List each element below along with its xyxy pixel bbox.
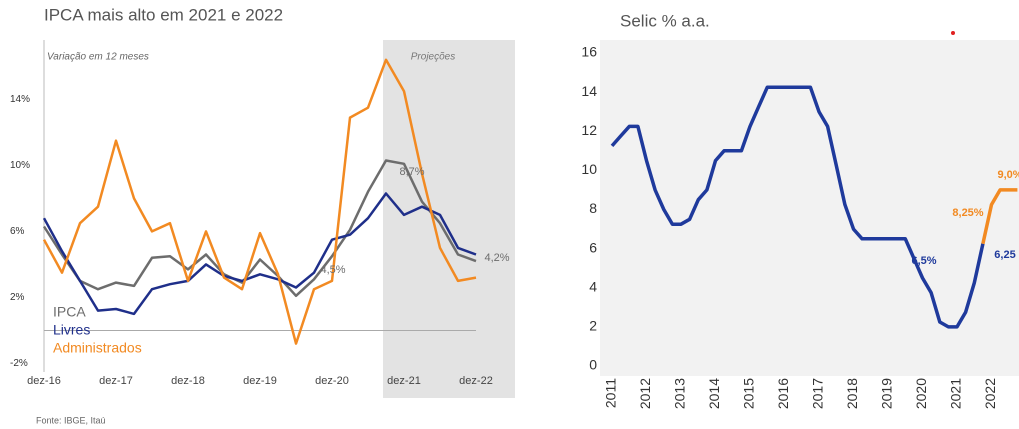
y-tick-label: 16 [581, 44, 597, 60]
y-tick-label: 8 [589, 200, 597, 216]
legend-label: IPCA [53, 304, 86, 320]
y-tick-label: 4 [589, 278, 597, 294]
source: Fonte: IBGE, Itaú [36, 415, 106, 425]
y-tick-label: 2% [10, 292, 25, 303]
series-line [981, 188, 1018, 245]
x-tick-label: 2016 [775, 378, 791, 409]
dot [951, 31, 955, 35]
annotation: 8,7% [399, 166, 424, 178]
x-tick-label: dez-19 [243, 375, 277, 387]
x-tick-label: 2018 [844, 378, 860, 409]
x-tick-label: dez-18 [171, 375, 205, 387]
annotation: 4,5% [320, 264, 345, 276]
projection-label: Projeções [411, 52, 455, 63]
annotation: 9,0% [997, 169, 1019, 181]
chart-title: IPCA mais alto em 2021 e 2022 [44, 5, 283, 24]
annotation: 8,25% [952, 207, 983, 219]
annotation: 6,25 [994, 249, 1015, 261]
x-tick-label: dez-21 [387, 375, 421, 387]
x-tick-label: dez-20 [315, 375, 349, 387]
y-tick-label: 0 [589, 357, 597, 373]
y-tick-label: 10 [581, 161, 597, 177]
y-tick-label: 6 [589, 239, 597, 255]
projection-shade [383, 40, 515, 398]
series-line [42, 58, 477, 345]
legend-label: Livres [53, 322, 90, 338]
x-tick-label: 2014 [706, 378, 722, 409]
annotation: 6,5% [911, 255, 936, 267]
series-line [610, 85, 985, 329]
x-tick-label: dez-17 [99, 375, 133, 387]
x-tick-label: 2020 [913, 378, 929, 409]
x-tick-label: 2011 [603, 378, 619, 408]
y-tick-label: 12 [581, 122, 597, 138]
y-tick-label: 6% [10, 226, 25, 237]
y-tick-label: 14% [10, 94, 30, 105]
y-tick-label: 2 [589, 318, 597, 334]
x-tick-label: 2017 [810, 378, 826, 409]
y-tick-label: 14 [581, 83, 597, 99]
subtitle: Variação em 12 meses [47, 52, 149, 63]
legend-label: Administrados [53, 340, 142, 356]
x-tick-label: 2015 [741, 378, 757, 409]
x-tick-label: dez-16 [27, 375, 61, 387]
x-tick-label: 2013 [672, 378, 688, 409]
x-tick-label: dez-22 [459, 375, 493, 387]
y-tick-label: 10% [10, 160, 30, 171]
plot-background [600, 40, 1019, 376]
x-tick-label: 2012 [637, 378, 653, 409]
x-tick-label: 2019 [879, 378, 895, 409]
x-tick-label: 2022 [982, 378, 998, 409]
series-line [42, 192, 477, 316]
x-tick-label: 2021 [948, 378, 964, 409]
annotation: 4,2% [484, 252, 509, 264]
y-tick-label: -2% [10, 358, 28, 369]
series-line [42, 159, 477, 298]
chart-title: Selic % a.a. [620, 11, 710, 30]
